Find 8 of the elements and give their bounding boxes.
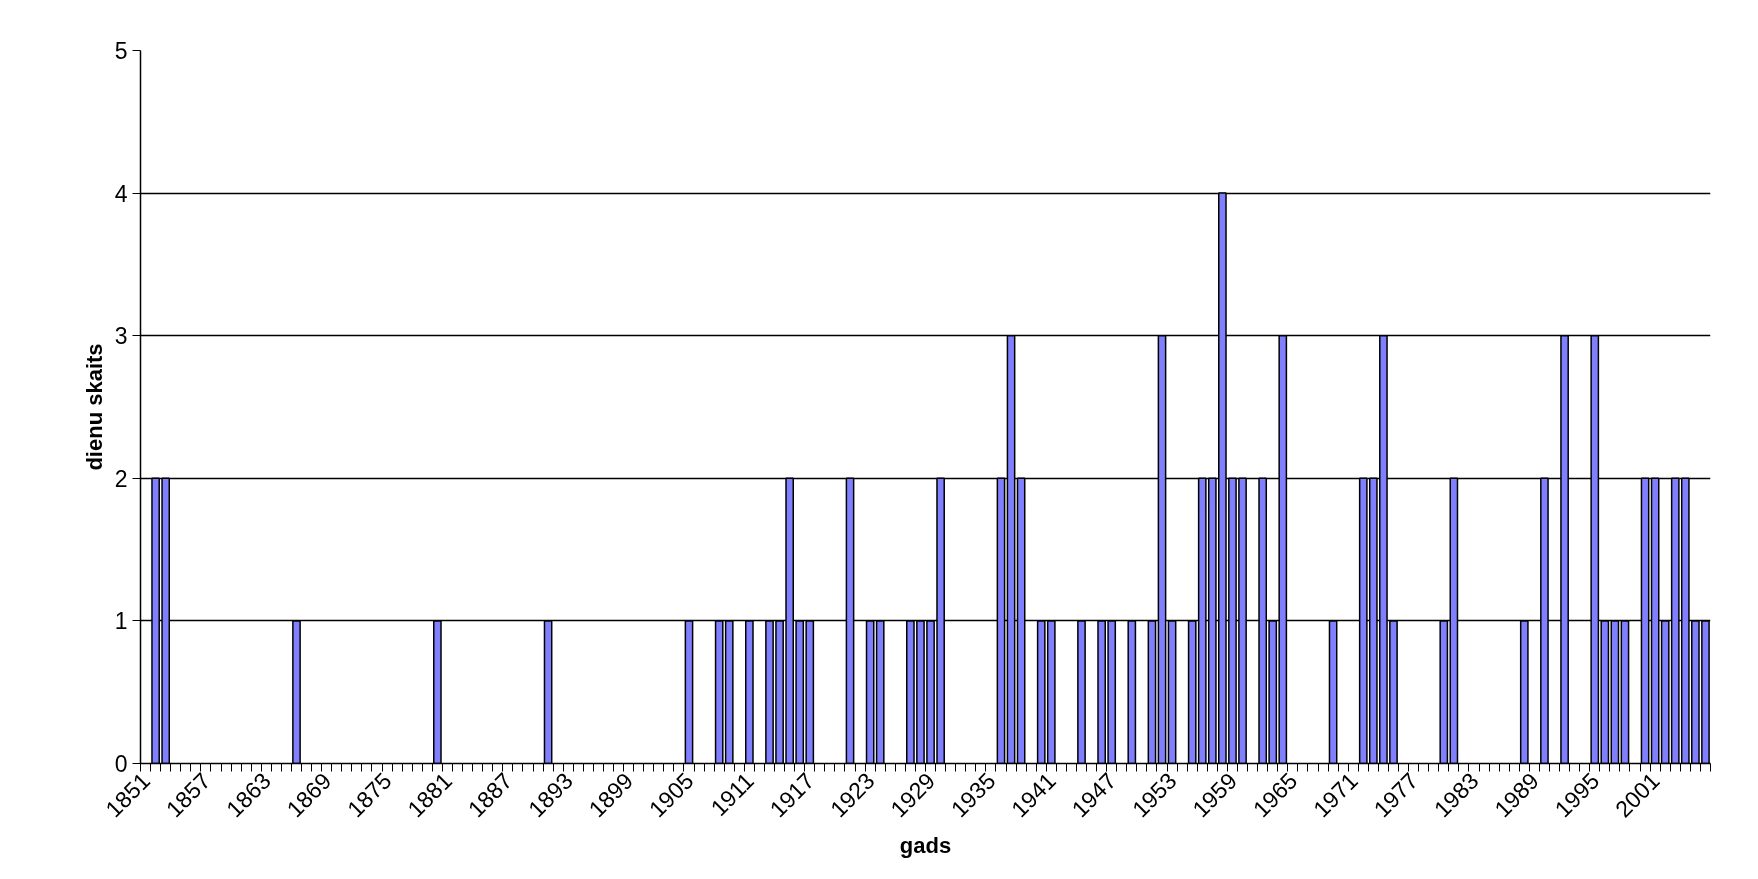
- y-tick-label: 0: [114, 751, 128, 777]
- y-tick-label: 4: [114, 180, 128, 207]
- y-tick-label: 1: [114, 608, 128, 635]
- y-tick-label: 2: [114, 465, 128, 492]
- x-axis-title: gads: [899, 832, 952, 858]
- y-tick-label: 5: [114, 38, 128, 64]
- y-tick-label: 3: [114, 323, 128, 350]
- y-axis-title: dienu skaits: [81, 343, 107, 471]
